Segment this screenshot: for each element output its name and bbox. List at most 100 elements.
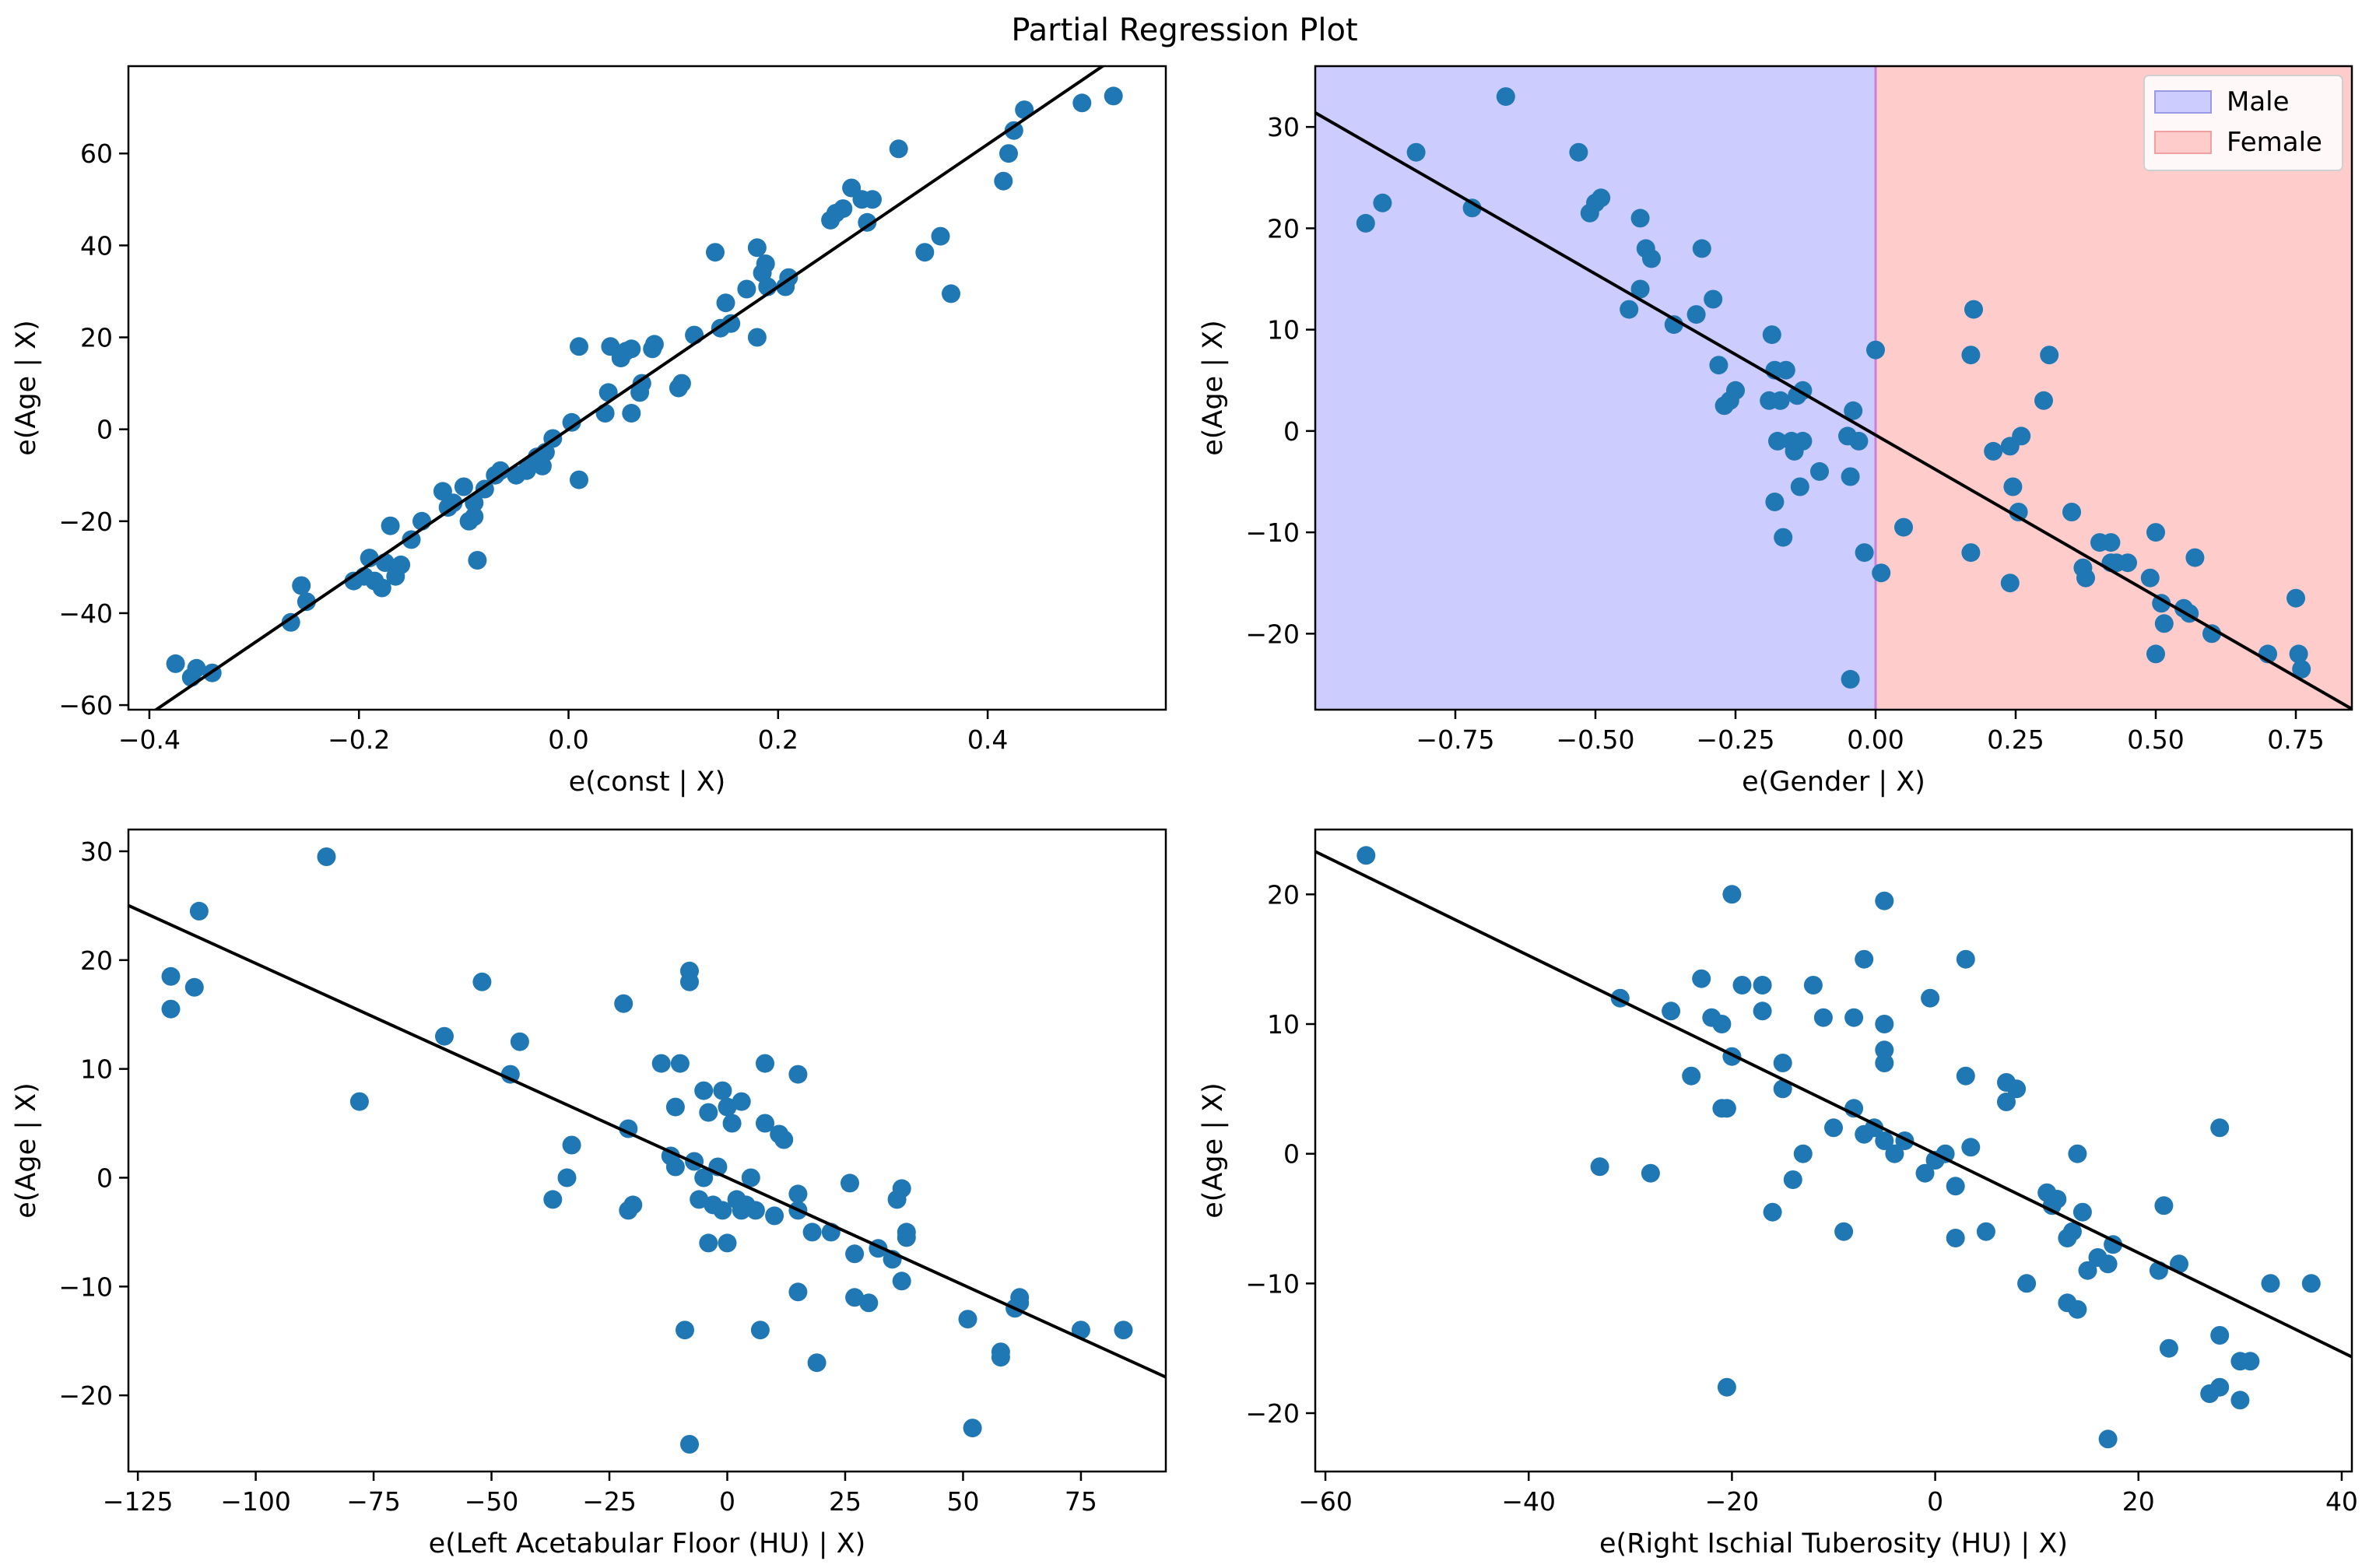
data-point — [892, 1179, 911, 1198]
data-point — [317, 847, 336, 866]
data-point — [747, 328, 767, 347]
data-point — [1946, 1177, 1965, 1196]
data-point — [2076, 568, 2095, 588]
data-point — [2170, 1254, 2188, 1274]
data-point — [595, 404, 615, 423]
data-point — [651, 1054, 671, 1073]
data-point — [1921, 988, 1940, 1008]
data-point — [465, 507, 484, 526]
y-tick-label: −20 — [1245, 1398, 1300, 1429]
data-point — [863, 190, 882, 209]
y-tick-label: −20 — [1245, 619, 1300, 649]
fit-line — [1315, 111, 2352, 710]
data-point — [1462, 198, 1482, 218]
data-point — [292, 576, 311, 595]
data-point — [166, 654, 185, 673]
x-tick-label: −60 — [1298, 1486, 1353, 1517]
x-tick-label: −0.25 — [1696, 724, 1774, 755]
data-point — [2230, 1391, 2250, 1410]
data-point — [161, 966, 181, 986]
x-tick-label: −0.2 — [328, 724, 390, 755]
data-point — [1813, 1008, 1833, 1027]
data-point — [1373, 193, 1392, 212]
data-point — [1762, 325, 1781, 345]
data-point — [1590, 1157, 1609, 1177]
data-point — [2048, 1190, 2067, 1208]
data-point — [1810, 461, 1829, 481]
data-point — [858, 212, 877, 232]
data-point — [699, 1103, 718, 1122]
data-point — [1620, 300, 1639, 319]
data-point — [1717, 1377, 1736, 1397]
x-tick-label: 0.00 — [1847, 724, 1904, 755]
figure-title: Partial Regression Plot — [1011, 12, 1357, 48]
plot-area — [1315, 87, 2352, 710]
data-point — [1844, 1008, 1864, 1027]
data-point — [391, 555, 411, 574]
x-tick-label: −25 — [582, 1486, 637, 1517]
data-point — [802, 1222, 822, 1242]
data-point — [721, 314, 741, 333]
data-point — [2146, 523, 2165, 542]
data-point — [1496, 87, 1515, 107]
data-point — [1682, 1066, 1701, 1086]
data-point — [1875, 1131, 1894, 1150]
data-point — [834, 199, 853, 219]
y-tick-label: 10 — [80, 1054, 113, 1085]
data-point — [2154, 1196, 2174, 1215]
data-point — [1824, 1118, 1843, 1138]
data-point — [2007, 1079, 2027, 1099]
x-tick-label: −20 — [1705, 1486, 1760, 1517]
x-tick-label: −125 — [103, 1486, 174, 1517]
data-point — [713, 1201, 732, 1220]
data-point — [1776, 360, 1795, 380]
data-point — [2068, 1144, 2087, 1163]
data-point — [2146, 644, 2165, 664]
y-axis-label: e(Age | X) — [1198, 1082, 1229, 1219]
data-point — [1841, 669, 1860, 689]
data-point — [1692, 969, 1711, 988]
x-tick-label: −100 — [220, 1486, 291, 1517]
data-point — [1114, 1321, 1133, 1340]
y-tick-label: 20 — [1267, 879, 1300, 910]
data-point — [2289, 644, 2308, 664]
data-point — [1722, 885, 1742, 904]
data-point — [1984, 441, 2003, 461]
data-point — [994, 171, 1013, 191]
data-point — [2062, 1222, 2082, 1241]
data-point — [614, 994, 633, 1013]
data-point — [2159, 1338, 2178, 1358]
x-tick-label: −0.75 — [1416, 724, 1494, 755]
data-point — [1774, 528, 1793, 547]
x-axis-label: e(Right Ischial Tuberosity (HU) | X) — [1599, 1528, 2068, 1559]
data-point — [747, 238, 767, 258]
data-point — [1964, 300, 1983, 319]
data-point — [1961, 346, 1981, 365]
data-point — [1641, 1163, 1660, 1183]
data-point — [750, 1321, 770, 1340]
data-point — [1915, 1163, 1935, 1183]
y-tick-label: −10 — [1245, 1268, 1300, 1299]
data-point — [1872, 563, 1891, 583]
data-point — [1763, 1202, 1782, 1222]
data-point — [845, 1288, 865, 1307]
data-point — [665, 1097, 685, 1117]
data-point — [1717, 1099, 1736, 1118]
y-axis-label: e(Age | X) — [11, 320, 42, 456]
data-point — [1803, 976, 1823, 994]
data-point — [402, 530, 421, 549]
data-point — [1936, 1144, 1955, 1163]
data-point — [2287, 588, 2305, 608]
data-point — [2068, 1300, 2087, 1319]
data-point — [1844, 401, 1863, 420]
x-axis-label: e(Gender | X) — [1742, 766, 1925, 798]
data-point — [1664, 315, 1683, 335]
data-point — [694, 1081, 714, 1100]
y-tick-label: 30 — [80, 837, 113, 867]
data-point — [845, 1244, 865, 1264]
y-tick-label: −20 — [58, 1380, 113, 1411]
x-tick-label: 40 — [2325, 1486, 2358, 1517]
legend: Male Female — [2143, 75, 2343, 171]
data-point — [672, 374, 691, 393]
